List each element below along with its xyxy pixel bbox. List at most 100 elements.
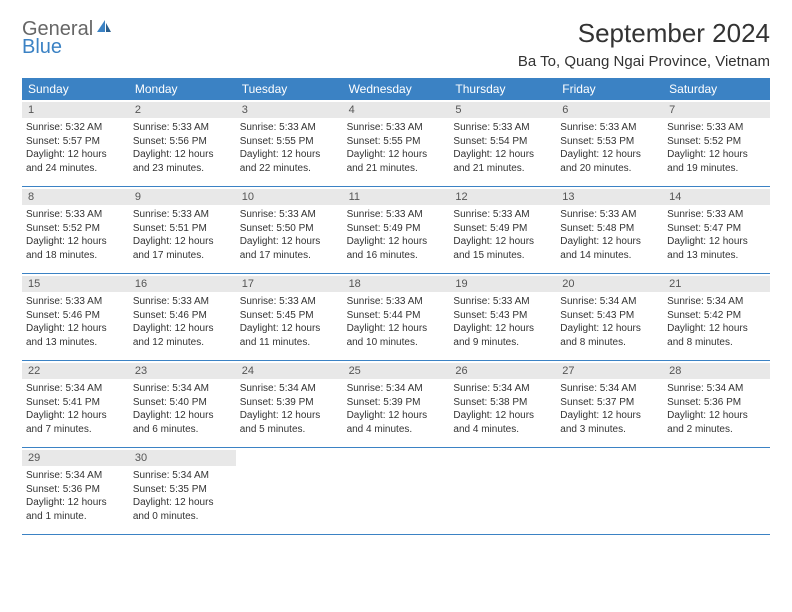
day-header-cell: Tuesday	[236, 78, 343, 100]
day-cell: 3 Sunrise: 5:33 AMSunset: 5:55 PMDaylight…	[236, 100, 343, 186]
day-number: 4	[343, 102, 450, 118]
day-number: 3	[236, 102, 343, 118]
empty-cell	[556, 448, 663, 534]
day-cell: 29Sunrise: 5:34 AMSunset: 5:36 PMDayligh…	[22, 448, 129, 534]
empty-cell	[663, 448, 770, 534]
day-number: 16	[129, 276, 236, 292]
day-number: 28	[663, 363, 770, 379]
day-details: Sunrise: 5:33 AMSunset: 5:55 PMDaylight:…	[240, 121, 339, 175]
day-number: 2	[129, 102, 236, 118]
day-number: 14	[663, 189, 770, 205]
day-details: Sunrise: 5:33 AMSunset: 5:56 PMDaylight:…	[133, 121, 232, 175]
day-cell: 20Sunrise: 5:34 AMSunset: 5:43 PMDayligh…	[556, 274, 663, 360]
sail-icon	[95, 18, 113, 39]
day-details: Sunrise: 5:34 AMSunset: 5:37 PMDaylight:…	[560, 382, 659, 436]
brand-logo: General Blue	[22, 18, 113, 57]
day-cell: 10 Sunrise: 5:33 AMSunset: 5:50 PMDayligh…	[236, 187, 343, 273]
calendar-grid: SundayMondayTuesdayWednesdayThursdayFrid…	[22, 78, 770, 535]
day-number: 1	[22, 102, 129, 118]
day-details: Sunrise: 5:34 AMSunset: 5:38 PMDaylight:…	[453, 382, 552, 436]
week-row: 22 Sunrise: 5:34 AMSunset: 5:41 PMDayligh…	[22, 361, 770, 448]
day-number: 6	[556, 102, 663, 118]
week-row: 8 Sunrise: 5:33 AMSunset: 5:52 PMDaylight…	[22, 187, 770, 274]
day-cell: 19 Sunrise: 5:33 AMSunset: 5:43 PMDayligh…	[449, 274, 556, 360]
day-number: 24	[236, 363, 343, 379]
day-number: 27	[556, 363, 663, 379]
day-cell: 14Sunrise: 5:33 AMSunset: 5:47 PMDayligh…	[663, 187, 770, 273]
day-header-cell: Friday	[556, 78, 663, 100]
day-number: 5	[449, 102, 556, 118]
day-details: Sunrise: 5:33 AMSunset: 5:45 PMDaylight:…	[240, 295, 339, 349]
day-details: Sunrise: 5:34 AMSunset: 5:42 PMDaylight:…	[667, 295, 766, 349]
day-cell: 17 Sunrise: 5:33 AMSunset: 5:45 PMDayligh…	[236, 274, 343, 360]
day-details: Sunrise: 5:33 AMSunset: 5:44 PMDaylight:…	[347, 295, 446, 349]
day-cell: 15 Sunrise: 5:33 AMSunset: 5:46 PMDayligh…	[22, 274, 129, 360]
day-cell: 26 Sunrise: 5:34 AMSunset: 5:38 PMDayligh…	[449, 361, 556, 447]
week-row: 15 Sunrise: 5:33 AMSunset: 5:46 PMDayligh…	[22, 274, 770, 361]
day-cell: 21 Sunrise: 5:34 AMSunset: 5:42 PMDayligh…	[663, 274, 770, 360]
empty-cell	[343, 448, 450, 534]
day-cell: 8 Sunrise: 5:33 AMSunset: 5:52 PMDaylight…	[22, 187, 129, 273]
day-header-cell: Thursday	[449, 78, 556, 100]
day-number: 25	[343, 363, 450, 379]
day-cell: 4 Sunrise: 5:33 AMSunset: 5:55 PMDaylight…	[343, 100, 450, 186]
day-cell: 25 Sunrise: 5:34 AMSunset: 5:39 PMDayligh…	[343, 361, 450, 447]
day-number: 9	[129, 189, 236, 205]
day-cell: 18 Sunrise: 5:33 AMSunset: 5:44 PMDayligh…	[343, 274, 450, 360]
day-number: 10	[236, 189, 343, 205]
day-number: 18	[343, 276, 450, 292]
day-number: 26	[449, 363, 556, 379]
location-text: Ba To, Quang Ngai Province, Vietnam	[518, 53, 770, 70]
day-details: Sunrise: 5:34 AMSunset: 5:36 PMDaylight:…	[667, 382, 766, 436]
empty-cell	[236, 448, 343, 534]
day-details: Sunrise: 5:33 AMSunset: 5:46 PMDaylight:…	[26, 295, 125, 349]
day-number: 22	[22, 363, 129, 379]
day-cell: 13Sunrise: 5:33 AMSunset: 5:48 PMDayligh…	[556, 187, 663, 273]
day-cell: 11 Sunrise: 5:33 AMSunset: 5:49 PMDayligh…	[343, 187, 450, 273]
day-header-cell: Sunday	[22, 78, 129, 100]
header: General Blue September 2024 Ba To, Quang…	[22, 18, 770, 70]
title-block: September 2024 Ba To, Quang Ngai Provinc…	[518, 18, 770, 70]
day-details: Sunrise: 5:33 AMSunset: 5:51 PMDaylight:…	[133, 208, 232, 262]
day-cell: 1 Sunrise: 5:32 AMSunset: 5:57 PMDaylight…	[22, 100, 129, 186]
day-header-cell: Monday	[129, 78, 236, 100]
day-cell: 23Sunrise: 5:34 AMSunset: 5:40 PMDayligh…	[129, 361, 236, 447]
day-number: 30	[129, 450, 236, 466]
day-number: 17	[236, 276, 343, 292]
day-cell: 12Sunrise: 5:33 AMSunset: 5:49 PMDayligh…	[449, 187, 556, 273]
calendar-page: General Blue September 2024 Ba To, Quang…	[0, 0, 792, 553]
day-details: Sunrise: 5:33 AMSunset: 5:55 PMDaylight:…	[347, 121, 446, 175]
day-header-row: SundayMondayTuesdayWednesdayThursdayFrid…	[22, 78, 770, 100]
day-cell: 6 Sunrise: 5:33 AMSunset: 5:53 PMDaylight…	[556, 100, 663, 186]
day-number: 13	[556, 189, 663, 205]
day-number: 15	[22, 276, 129, 292]
day-details: Sunrise: 5:34 AMSunset: 5:39 PMDaylight:…	[240, 382, 339, 436]
day-cell: 2 Sunrise: 5:33 AMSunset: 5:56 PMDaylight…	[129, 100, 236, 186]
month-title: September 2024	[518, 18, 770, 49]
day-details: Sunrise: 5:33 AMSunset: 5:50 PMDaylight:…	[240, 208, 339, 262]
day-details: Sunrise: 5:33 AMSunset: 5:52 PMDaylight:…	[26, 208, 125, 262]
day-details: Sunrise: 5:33 AMSunset: 5:54 PMDaylight:…	[453, 121, 552, 175]
day-number: 20	[556, 276, 663, 292]
empty-cell	[449, 448, 556, 534]
day-number: 21	[663, 276, 770, 292]
day-details: Sunrise: 5:32 AMSunset: 5:57 PMDaylight:…	[26, 121, 125, 175]
day-cell: 7 Sunrise: 5:33 AMSunset: 5:52 PMDaylight…	[663, 100, 770, 186]
day-cell: 9 Sunrise: 5:33 AMSunset: 5:51 PMDaylight…	[129, 187, 236, 273]
week-row: 1 Sunrise: 5:32 AMSunset: 5:57 PMDaylight…	[22, 100, 770, 187]
day-details: Sunrise: 5:33 AMSunset: 5:52 PMDaylight:…	[667, 121, 766, 175]
day-number: 11	[343, 189, 450, 205]
day-number: 12	[449, 189, 556, 205]
day-number: 7	[663, 102, 770, 118]
brand-word-2: Blue	[22, 37, 113, 57]
day-details: Sunrise: 5:33 AMSunset: 5:43 PMDaylight:…	[453, 295, 552, 349]
day-number: 19	[449, 276, 556, 292]
day-details: Sunrise: 5:34 AMSunset: 5:39 PMDaylight:…	[347, 382, 446, 436]
day-number: 29	[22, 450, 129, 466]
day-details: Sunrise: 5:33 AMSunset: 5:53 PMDaylight:…	[560, 121, 659, 175]
day-number: 8	[22, 189, 129, 205]
day-details: Sunrise: 5:34 AMSunset: 5:41 PMDaylight:…	[26, 382, 125, 436]
day-cell: 16Sunrise: 5:33 AMSunset: 5:46 PMDayligh…	[129, 274, 236, 360]
week-row: 29Sunrise: 5:34 AMSunset: 5:36 PMDayligh…	[22, 448, 770, 535]
day-details: Sunrise: 5:33 AMSunset: 5:49 PMDaylight:…	[347, 208, 446, 262]
